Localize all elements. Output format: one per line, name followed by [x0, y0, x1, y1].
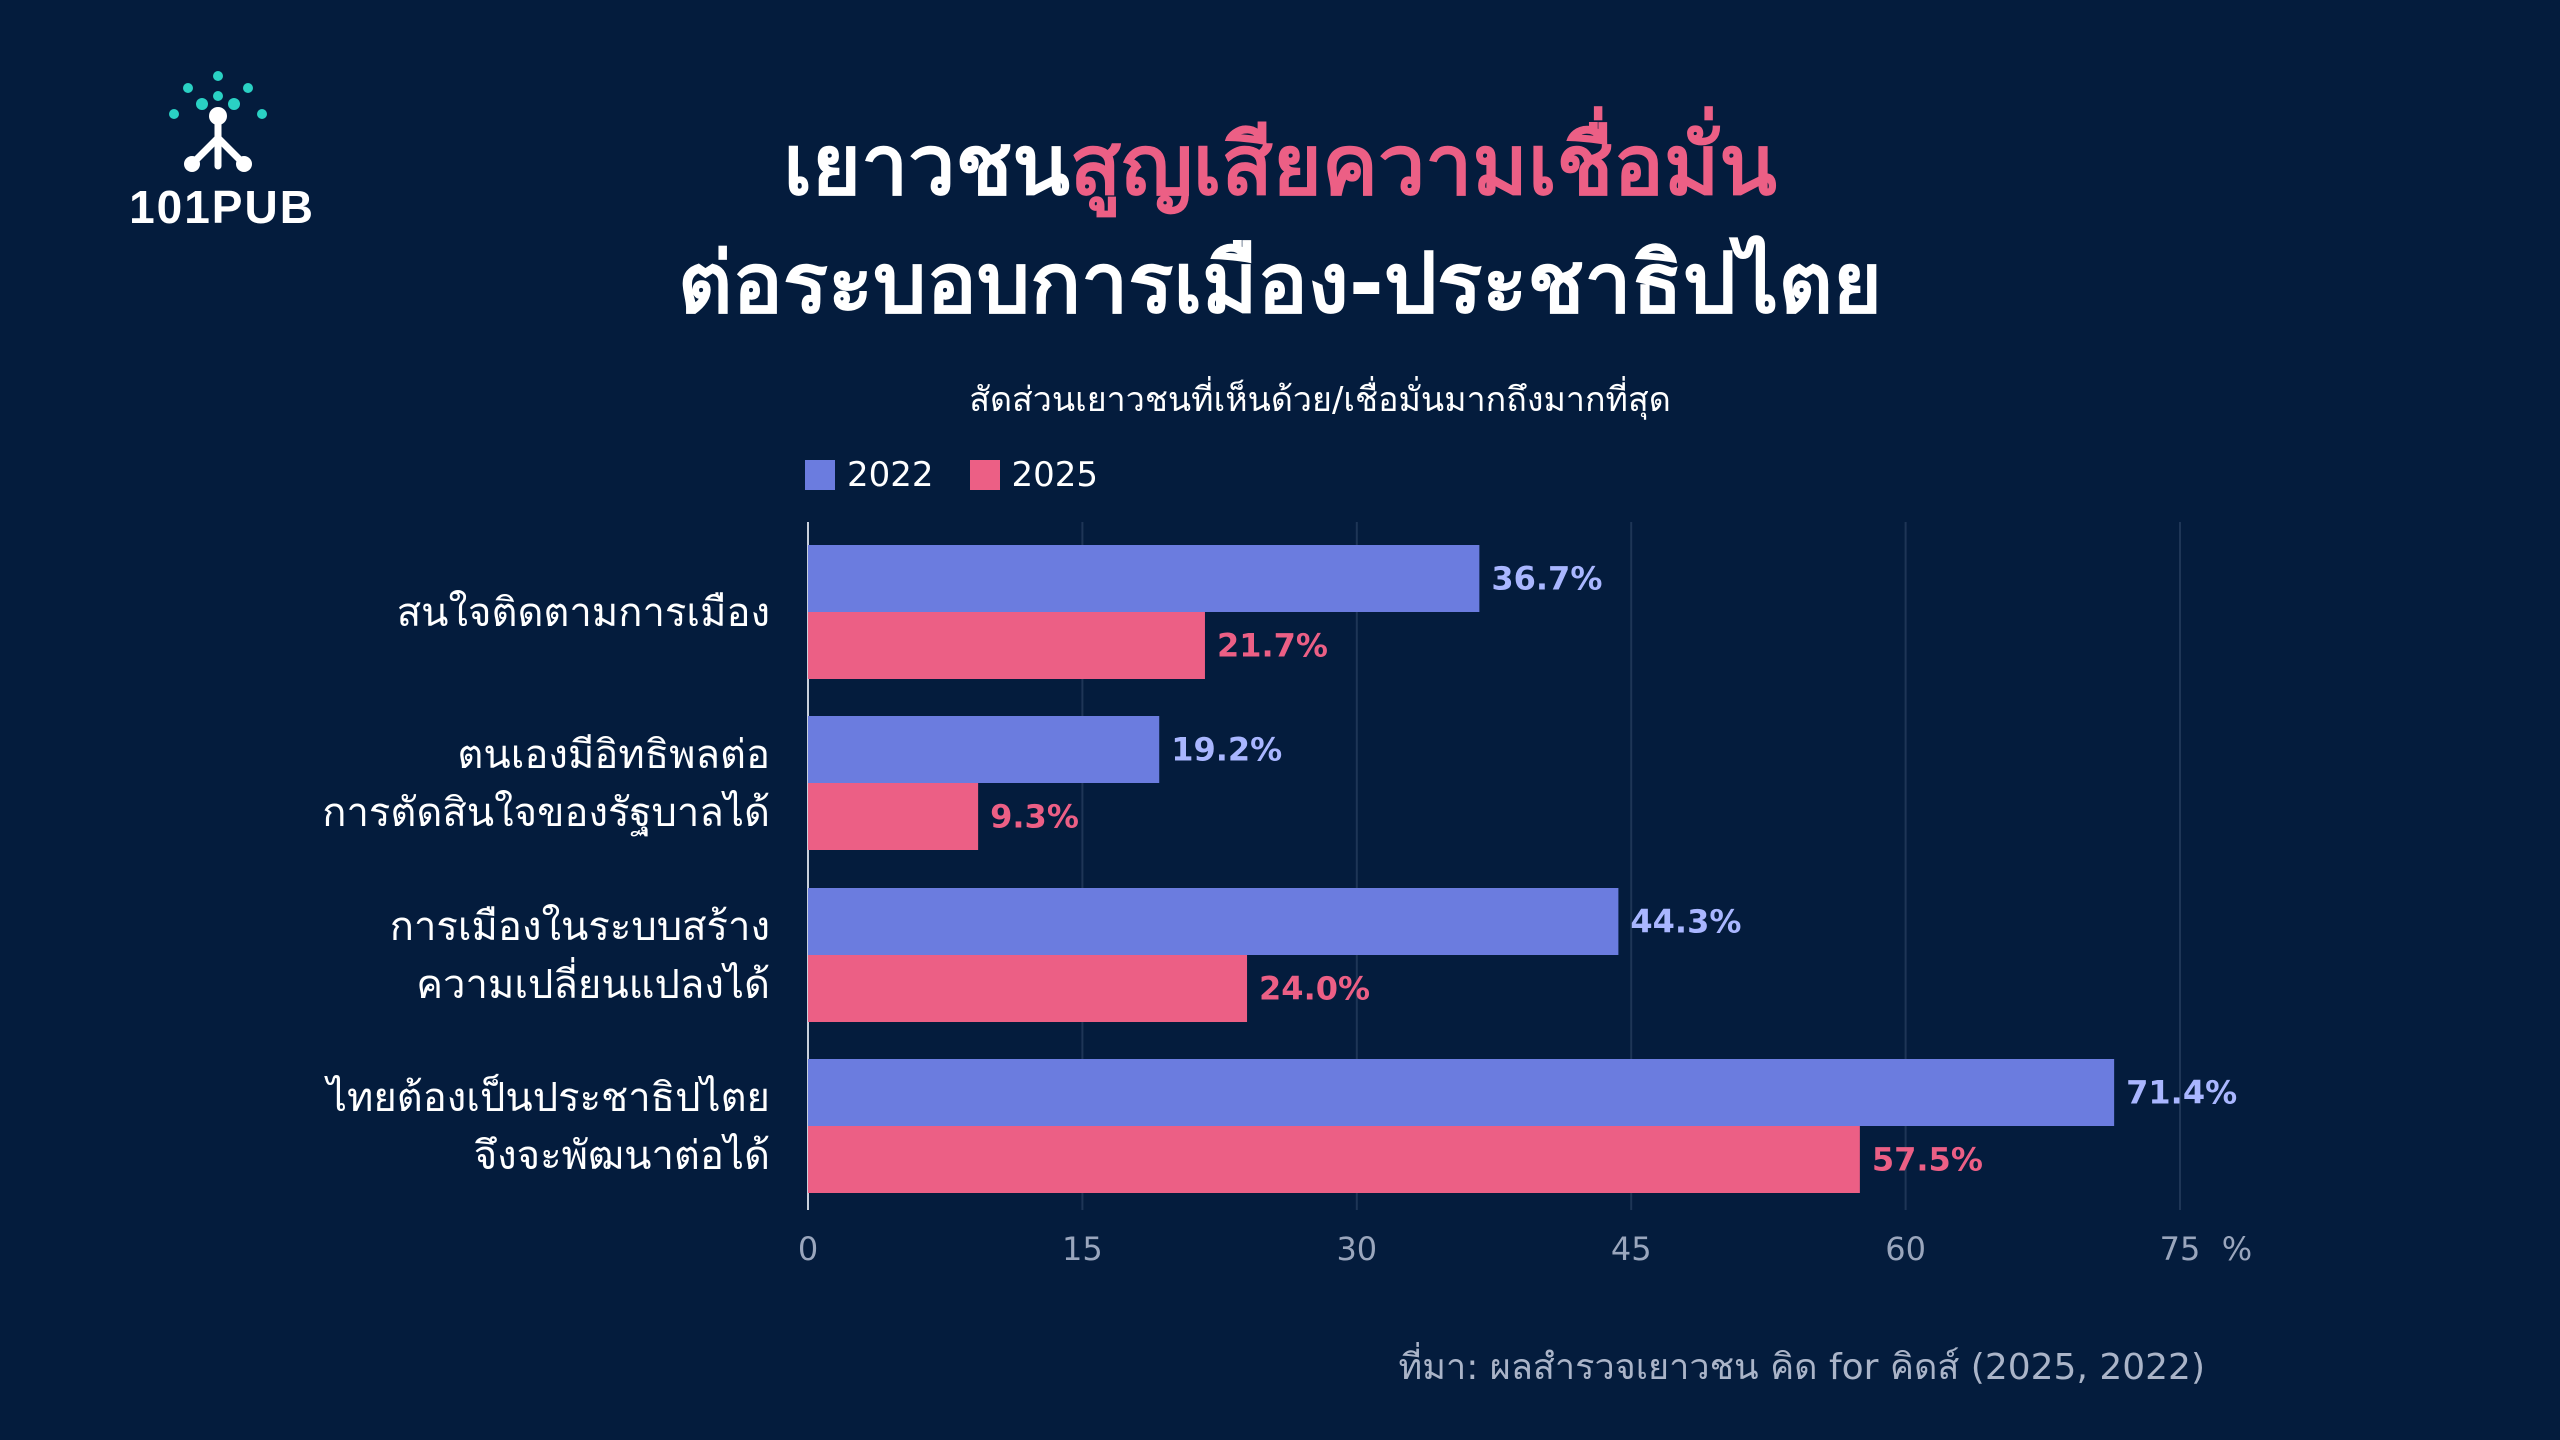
category-label: ความเปลี่ยนแปลงได้	[416, 957, 770, 1008]
x-tick-label: 45	[1611, 1230, 1652, 1268]
brand-logo-text: 101PUB	[129, 181, 315, 233]
chart-subtitle: สัดส่วนเยาวชนที่เห็นด้วย/เชื่อมั่นมากถึง…	[969, 380, 1671, 420]
title-prefix: เยาวชน	[783, 116, 1070, 214]
page-title-line2: ต่อระบอบการเมือง-ประชาธิปไตย	[677, 234, 1883, 332]
x-tick-label: 30	[1336, 1230, 1377, 1268]
chart-legend: 2022 2025	[805, 455, 1134, 495]
bar-2022	[808, 716, 1160, 783]
bar-2022	[808, 545, 1480, 612]
x-tick-label: 15	[1062, 1230, 1103, 1268]
bar-2022	[808, 1059, 2115, 1126]
category-label: การตัดสินใจของรัฐบาลได้	[322, 789, 770, 837]
category-label: จึงจะพัฒนาต่อได้	[474, 1133, 770, 1179]
x-tick-label: 0	[798, 1230, 818, 1268]
legend-label-2025: 2025	[1011, 455, 1099, 495]
bar-2025	[808, 1126, 1860, 1193]
legend-label-2022: 2022	[847, 455, 934, 495]
x-unit-label: %	[2222, 1230, 2252, 1268]
bar-2025	[808, 783, 979, 850]
source-note: ที่มา: ผลสำรวจเยาวชน คิด for คิดส์ (2025…	[1398, 1347, 2205, 1388]
data-label-2022: 19.2%	[1171, 731, 1282, 769]
data-label-2025: 9.3%	[990, 798, 1079, 836]
bar-2022	[808, 888, 1619, 955]
network-icon	[169, 71, 267, 172]
title-highlight: สูญเสียความเชื่อมั่น	[1069, 116, 1777, 214]
legend-swatch-2025	[969, 460, 1000, 490]
legend-item-2022: 2022	[805, 455, 934, 495]
data-label-2022: 71.4%	[2126, 1074, 2237, 1112]
x-tick-label: 60	[1885, 1230, 1926, 1268]
category-label: การเมืองในระบบสร้าง	[390, 903, 770, 950]
x-tick-label: 75	[2160, 1230, 2201, 1268]
legend-swatch-2022	[805, 460, 835, 490]
category-label: สนใจติดตามการเมือง	[397, 589, 770, 636]
data-label-2022: 36.7%	[1491, 560, 1602, 598]
bar-2025	[808, 955, 1248, 1022]
page-title-line1: เยาวชนสูญเสียความเชื่อมั่น	[400, 115, 2160, 215]
bar-2025	[808, 612, 1205, 679]
legend-item-2025: 2025	[969, 455, 1099, 495]
data-label-2025: 57.5%	[1872, 1141, 1983, 1179]
data-label-2025: 21.7%	[1217, 627, 1328, 665]
category-label: ตนเองมีอิทธิพลต่อ	[457, 732, 770, 778]
data-label-2025: 24.0%	[1259, 970, 1370, 1008]
category-label: ไทยต้องเป็นประชาธิปไตย	[324, 1073, 770, 1121]
data-label-2022: 44.3%	[1630, 903, 1741, 941]
brand-logo: 101PUB	[122, 66, 322, 236]
